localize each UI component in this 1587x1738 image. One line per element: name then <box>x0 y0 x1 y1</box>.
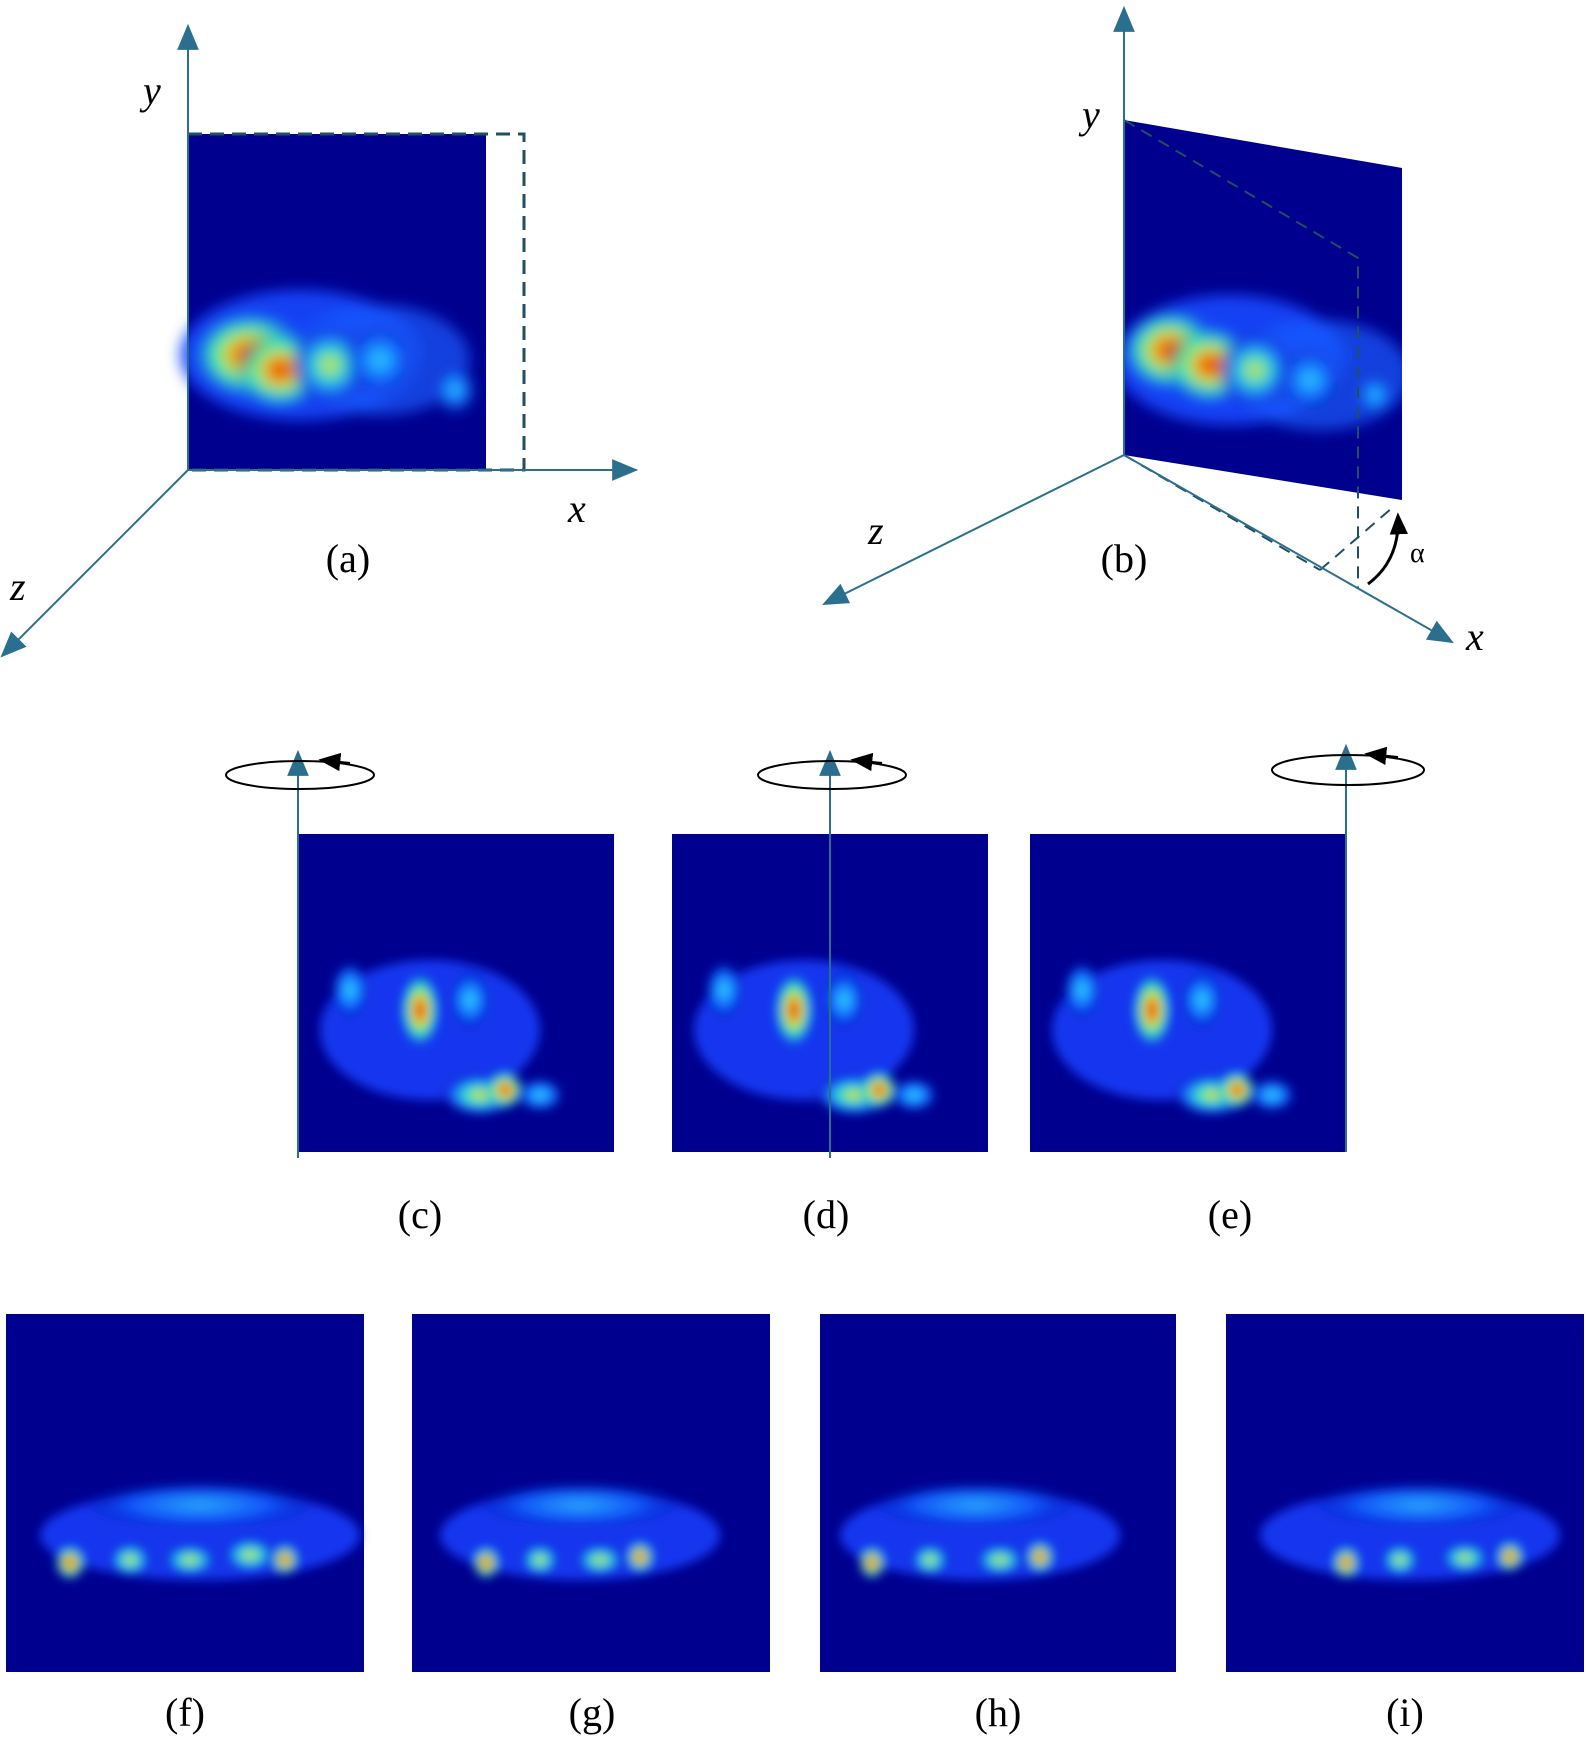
panel-e-rotation-loop <box>1271 754 1425 786</box>
panel-b-dashed-floor <box>1123 454 1321 571</box>
panel-c-rotation-loop <box>225 760 375 790</box>
panel-c-blobs <box>320 960 565 1117</box>
panel-b-angle-label: α <box>1410 538 1425 569</box>
panel-e-rotation-arrow <box>1364 746 1399 765</box>
panel-i: (i) <box>1226 1314 1584 1735</box>
panel-b-z-label: z <box>867 508 884 553</box>
panel-d-rotation-loop <box>757 760 907 790</box>
panel-b-dashed-original-plane <box>1123 119 1359 588</box>
panel-a-x-label: x <box>567 486 586 531</box>
panel-f-blobs <box>40 1480 360 1581</box>
panel-d-rotation-arrow <box>850 752 883 772</box>
panel-e-blobs <box>1052 960 1297 1117</box>
panel-i-caption: (i) <box>1386 1690 1424 1735</box>
panel-b-x-label: x <box>1465 614 1484 659</box>
panel-a: y x z (a) <box>0 23 639 658</box>
panel-b-z-axis <box>822 454 1125 605</box>
panel-e-caption: (e) <box>1208 1192 1252 1237</box>
panel-c: (c) <box>225 749 614 1237</box>
panel-a-caption: (a) <box>326 536 370 581</box>
panel-b-y-label: y <box>1078 92 1100 137</box>
panel-a-y-label: y <box>139 68 161 113</box>
panel-b-caption: (b) <box>1101 536 1148 581</box>
panel-a-z-label: z <box>9 564 26 609</box>
panel-d-blobs <box>694 960 939 1117</box>
panel-b-blobs <box>1124 295 1402 430</box>
panel-c-rotation-arrow <box>318 752 351 772</box>
panel-b-dashed-link <box>1319 507 1393 571</box>
panel-h-blobs <box>840 1481 1120 1580</box>
panel-f-caption: (f) <box>165 1690 205 1735</box>
panel-a-z-axis <box>0 469 189 658</box>
panel-b-angle-arc <box>1367 512 1408 586</box>
panel-i-blobs <box>1260 1481 1560 1580</box>
panel-h: (h) <box>820 1314 1176 1735</box>
panel-f: (f) <box>6 1314 364 1735</box>
panel-b-x-axis <box>1123 454 1454 644</box>
panel-b: α y x z (b) <box>822 5 1484 659</box>
panel-g-blobs <box>440 1481 720 1580</box>
panel-a-blobs <box>180 290 477 420</box>
panel-g-caption: (g) <box>569 1690 616 1735</box>
panel-d-caption: (d) <box>803 1192 850 1237</box>
panel-g: (g) <box>412 1314 770 1735</box>
panel-c-caption: (c) <box>398 1192 442 1237</box>
panel-e: (e) <box>1030 743 1425 1237</box>
panel-h-caption: (h) <box>975 1690 1022 1735</box>
panel-d: (d) <box>672 749 988 1237</box>
